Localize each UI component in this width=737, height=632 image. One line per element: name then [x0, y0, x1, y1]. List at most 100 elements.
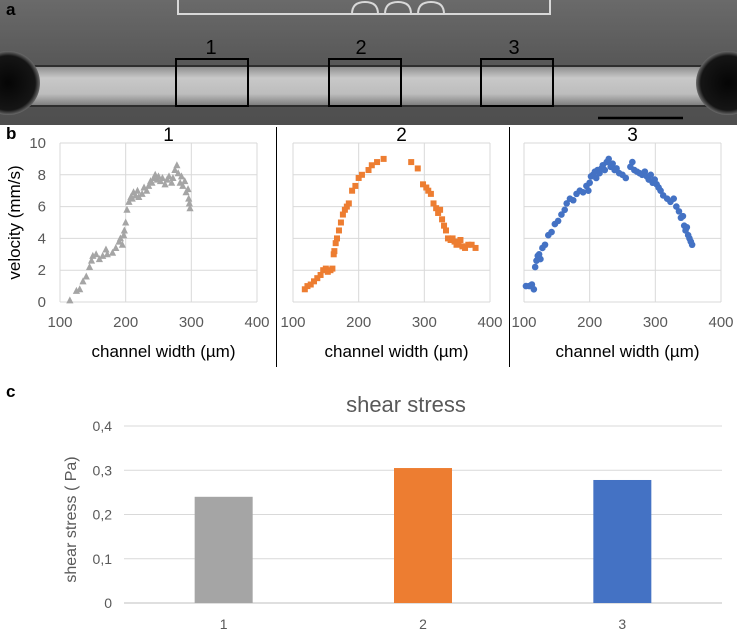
data-point-square [455, 240, 462, 247]
data-point-triangle [148, 178, 156, 186]
data-point-square [311, 278, 318, 285]
data-point-triangle [158, 173, 167, 181]
data-point-square [472, 244, 479, 251]
data-point-square [337, 219, 344, 226]
outlet-port [696, 51, 737, 115]
data-point-square [414, 165, 421, 172]
chart-title: shear stress [346, 392, 466, 417]
x-tick-label: 300 [179, 314, 204, 331]
x-tick-label: 200 [113, 314, 138, 331]
data-point-square [349, 187, 356, 194]
x-tick-label: 100 [511, 314, 536, 331]
data-point-circle [548, 228, 555, 236]
panel-label-b: b [6, 124, 17, 143]
y-tick-label: 0,3 [93, 462, 113, 478]
x-tick-label: 400 [708, 314, 733, 331]
data-point-square [352, 182, 359, 189]
data-point-square [443, 227, 450, 234]
data-point-square [380, 155, 387, 162]
main-channel [20, 66, 720, 106]
bar-3 [593, 479, 652, 603]
data-point-square [304, 283, 311, 290]
inlet-port [0, 51, 40, 115]
x-tick-label: 2 [419, 616, 427, 632]
data-point-triangle [108, 248, 117, 256]
x-tick-label: 300 [412, 314, 437, 331]
data-point-triangle [174, 169, 182, 177]
data-point-triangle [177, 172, 186, 180]
panel-label-c: c [6, 382, 16, 401]
velocity-chart-3: 100 200 300 400 3 channel width (µm) [511, 125, 733, 361]
y-tick-label: 0,2 [93, 507, 113, 523]
x-tick-label: 400 [244, 314, 269, 331]
data-point-square [408, 159, 415, 166]
data-point-circle [537, 255, 544, 263]
data-point-triangle [133, 186, 142, 194]
data-point-triangle [185, 199, 193, 207]
data-point-square [368, 162, 375, 169]
data-point-triangle [173, 161, 181, 169]
y-tick-label: 0,4 [93, 418, 113, 434]
data-point-triangle [143, 186, 151, 194]
chart-title-2: 2 [396, 125, 407, 146]
upper-channel-outline [177, 0, 551, 15]
y-tick-label: 4 [38, 230, 46, 247]
data-point-square [449, 235, 456, 242]
region-label-2: 2 [355, 37, 366, 59]
data-point-circle [679, 212, 687, 220]
chart-title-1: 1 [163, 125, 174, 146]
data-point-triangle [92, 250, 100, 258]
data-point-triangle [171, 166, 179, 174]
data-point-square [468, 241, 475, 248]
serpentine-structure [351, 0, 445, 15]
data-point-square [465, 241, 472, 248]
data-point-circle [609, 160, 616, 167]
x-tick-label: 100 [280, 314, 305, 331]
data-point-circle [601, 166, 609, 174]
data-point-square [307, 281, 314, 288]
data-point-triangle [76, 285, 84, 293]
data-point-triangle [102, 245, 110, 253]
data-point-square [341, 206, 348, 213]
data-point-square [332, 240, 339, 247]
x-axis-label: channel width (µm) [325, 342, 469, 361]
data-point-triangle [120, 231, 128, 239]
bar-2 [394, 468, 452, 603]
data-point-triangle [186, 204, 194, 212]
data-point-circle [688, 241, 696, 249]
data-point-square [457, 236, 464, 243]
y-axis-label: velocity (mm/s) [5, 165, 24, 279]
data-point-square [317, 271, 324, 278]
data-point-square [314, 275, 321, 282]
velocity-charts: 0 2 4 6 8 10 100 200 300 400 1 channel width (µm) ve… [5, 125, 734, 361]
data-point-circle [531, 263, 539, 271]
data-point-circle [563, 200, 570, 207]
data-point-square [365, 167, 372, 174]
x-tick-label: 300 [643, 314, 668, 331]
data-point-circle [561, 206, 569, 214]
data-point-triangle [120, 226, 128, 234]
data-point-square [462, 244, 469, 251]
data-point-square [322, 265, 329, 272]
data-point-circle [670, 195, 678, 202]
data-point-square [374, 159, 381, 166]
data-point-square [335, 227, 342, 234]
x-tick-label: 100 [47, 314, 72, 331]
data-point-triangle [138, 189, 146, 197]
x-tick-label: 1 [220, 616, 228, 632]
data-point-square [439, 216, 446, 223]
data-point-circle [622, 174, 630, 182]
data-point-circle [647, 171, 655, 179]
x-tick-label: 200 [346, 314, 371, 331]
data-point-triangle [122, 218, 130, 226]
data-point-square [420, 181, 427, 188]
x-tick-label: 400 [477, 314, 502, 331]
bar-1 [194, 496, 253, 603]
data-point-triangle [79, 277, 87, 285]
data-point-triangle [161, 180, 169, 188]
data-point-circle [586, 179, 593, 187]
region-label-1: 1 [205, 37, 216, 59]
region-box-3 [480, 58, 554, 107]
data-point-square [423, 184, 430, 191]
shear-stress-plot: shear stress 0 0,1 0,2 0,3 0,4 shear stress ( … [63, 392, 722, 632]
